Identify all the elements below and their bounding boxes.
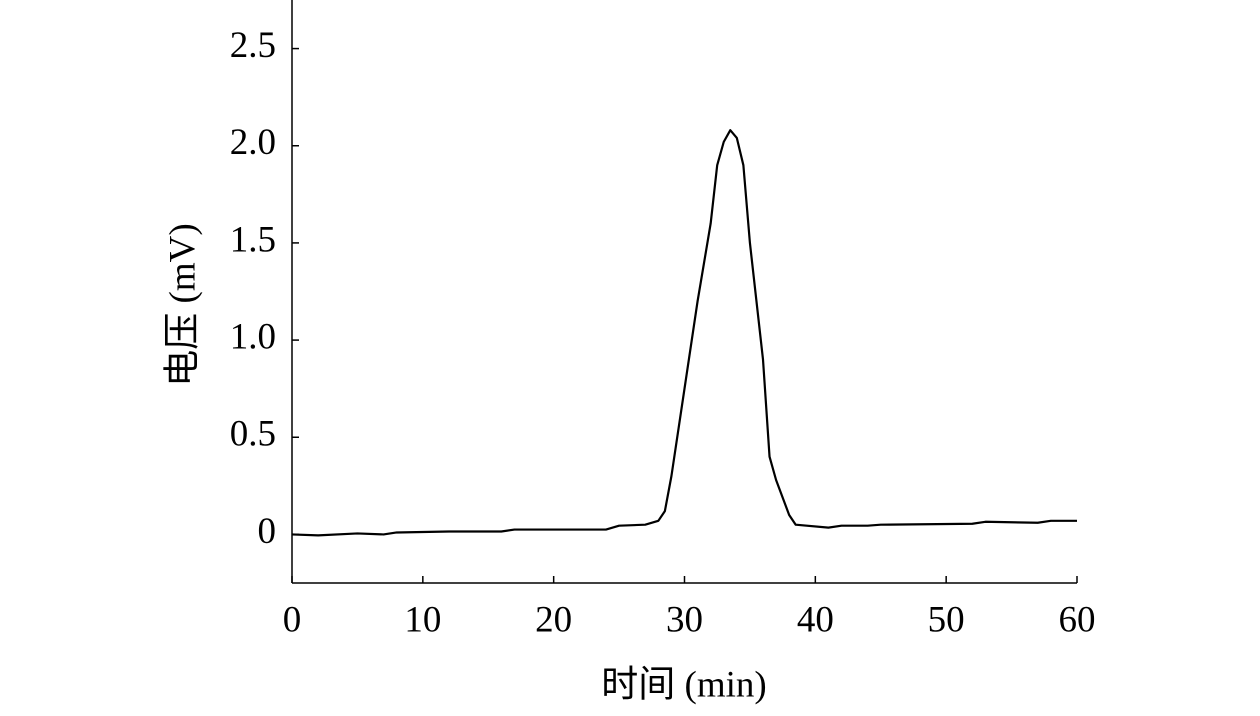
y-tick-label: 2.5 <box>230 25 276 66</box>
x-tick-label: 60 <box>1059 599 1096 640</box>
y-axis-label: 电压 (mV) <box>162 223 203 386</box>
data-line <box>291 129 1077 537</box>
x-tick-label: 40 <box>797 599 834 640</box>
x-tick-label: 0 <box>283 599 302 640</box>
y-tick-label: 0 <box>258 511 277 552</box>
x-tick-label: 10 <box>404 599 441 640</box>
y-tick-label: 1.5 <box>230 219 276 260</box>
y-tick-label: 2.0 <box>230 122 276 163</box>
x-tick-label: 50 <box>928 599 965 640</box>
x-axis-label: 时间 (min) <box>601 664 766 705</box>
x-tick-label: 30 <box>666 599 703 640</box>
y-tick-label: 0.5 <box>230 414 276 455</box>
y-tick-label: 1.0 <box>230 317 276 358</box>
x-tick-label: 20 <box>535 599 572 640</box>
